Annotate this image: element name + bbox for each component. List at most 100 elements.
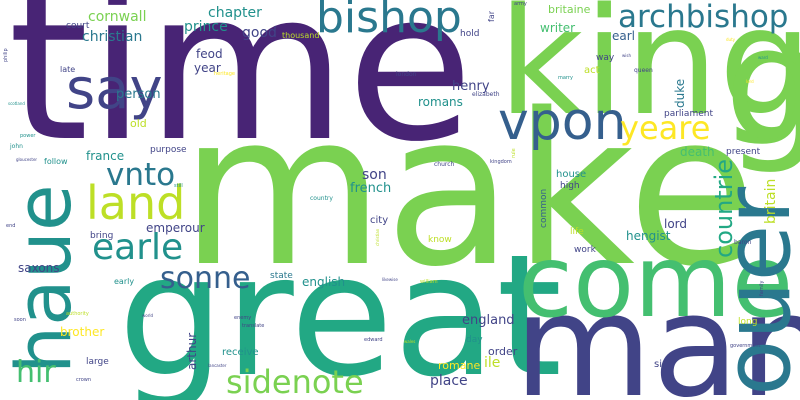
word-g: g: [724, 0, 800, 177]
word-earle: earle: [92, 227, 184, 268]
word-day: day: [466, 335, 483, 345]
word-gloucester: gloucester: [16, 157, 38, 162]
word-follow: follow: [44, 157, 68, 166]
word-john: john: [10, 143, 23, 150]
word-enemy: enemy: [234, 315, 252, 321]
word-way: way: [596, 53, 615, 63]
word-queen: queen: [634, 67, 653, 74]
word-thousand: thousand: [282, 31, 320, 40]
word-army: army: [514, 1, 527, 7]
word-city: city: [370, 215, 389, 226]
word-lord: lord: [664, 217, 688, 231]
word-land: land: [86, 176, 186, 230]
word-person: person: [116, 87, 161, 102]
word-common: common: [539, 188, 549, 228]
word-likewise: likewise: [382, 277, 398, 282]
word-country: country: [310, 195, 333, 202]
word-government: government: [730, 343, 761, 349]
word-countrie: countrie: [710, 158, 738, 258]
word-end: end: [6, 223, 16, 229]
word-romane: romane: [438, 359, 481, 372]
word-parliament: parliament: [664, 109, 713, 119]
word-family: family: [759, 280, 765, 296]
word-soon: soon: [14, 317, 26, 323]
word-crown: crown: [76, 377, 92, 383]
word-french: french: [350, 181, 392, 196]
word-wales: wales: [404, 339, 416, 344]
word-late: late: [60, 65, 76, 74]
word-footnote: footnote: [676, 389, 702, 396]
word-elizabeth: elizabeth: [472, 91, 500, 98]
word-man: man: [514, 264, 800, 400]
word-bring: bring: [90, 231, 114, 241]
word-christian-vertical: christian: [375, 228, 380, 246]
word-hold: hold: [460, 29, 480, 39]
word-year: year: [194, 61, 221, 75]
word-act: act: [584, 65, 600, 76]
word-early: early: [114, 277, 135, 286]
word-henry: henry: [452, 79, 490, 94]
word-britain: britain: [763, 178, 779, 224]
word-william: william: [420, 279, 438, 285]
word-feod: feod: [196, 47, 223, 61]
word-state: state: [270, 271, 293, 281]
word-bishop: bishop: [316, 0, 462, 43]
word-writer: writer: [540, 21, 576, 35]
word-marry: marry: [558, 75, 573, 81]
word-still: still: [174, 183, 183, 189]
word-england: england: [462, 313, 515, 328]
word-purpose: purpose: [150, 145, 187, 155]
word-brother: brother: [60, 325, 105, 339]
word-long: long: [738, 317, 758, 327]
word-sidenote: sidenote: [226, 363, 364, 400]
word-britaine: britaine: [548, 3, 591, 16]
word-come: come: [518, 223, 794, 340]
word-sir: sir: [654, 359, 667, 370]
word-prince: prince: [184, 19, 228, 35]
word-old: old: [130, 117, 147, 130]
word-rule: rule: [511, 148, 517, 158]
word-chapter: chapter: [208, 5, 262, 21]
word-arthur: arthur: [185, 332, 199, 370]
word-great: great: [118, 218, 563, 400]
word-scotland: scotland: [8, 101, 25, 106]
word-baron: baron: [734, 239, 752, 246]
word-cornwall: cornwall: [88, 9, 147, 25]
word-vpon: vpon: [498, 92, 627, 152]
word-receive: receive: [222, 347, 259, 358]
word-emperour: emperour: [146, 221, 205, 235]
word-christian: christian: [82, 29, 143, 45]
word-ile: ile: [484, 355, 501, 371]
word-duty: duty: [726, 37, 736, 42]
word-time: time: [8, 0, 474, 187]
word-earl: earl: [612, 29, 636, 43]
word-world: world: [142, 313, 154, 318]
word-lancaster: lancaster: [208, 363, 227, 368]
word-power: power: [20, 133, 36, 139]
word-authority: authority: [66, 311, 89, 317]
word-know: know: [428, 235, 452, 245]
word-ward: ward: [758, 55, 768, 60]
word-philip: philip: [3, 48, 9, 62]
word-son: son: [362, 167, 387, 183]
word-duke: duke: [673, 78, 687, 108]
word-lord-small: lord: [746, 79, 754, 84]
word-king: king: [498, 0, 800, 148]
word-present: present: [726, 147, 761, 157]
word-sonne: sonne: [160, 261, 251, 296]
word-kingdom: kingdom: [490, 159, 512, 165]
word-say: say: [66, 57, 163, 122]
word-london: london: [396, 71, 417, 78]
word-translate: translate: [242, 323, 265, 329]
word-heritage: heritage: [214, 71, 235, 77]
word-english: english: [302, 275, 346, 289]
word-court: court: [66, 21, 90, 31]
word-church: church: [434, 161, 455, 168]
word-high: high: [560, 181, 580, 191]
word-saxons: saxons: [18, 261, 60, 275]
word-far: far: [487, 10, 496, 22]
word-death: death: [680, 145, 715, 159]
word-work: work: [574, 245, 596, 255]
word-yeare: yeare: [620, 109, 711, 147]
